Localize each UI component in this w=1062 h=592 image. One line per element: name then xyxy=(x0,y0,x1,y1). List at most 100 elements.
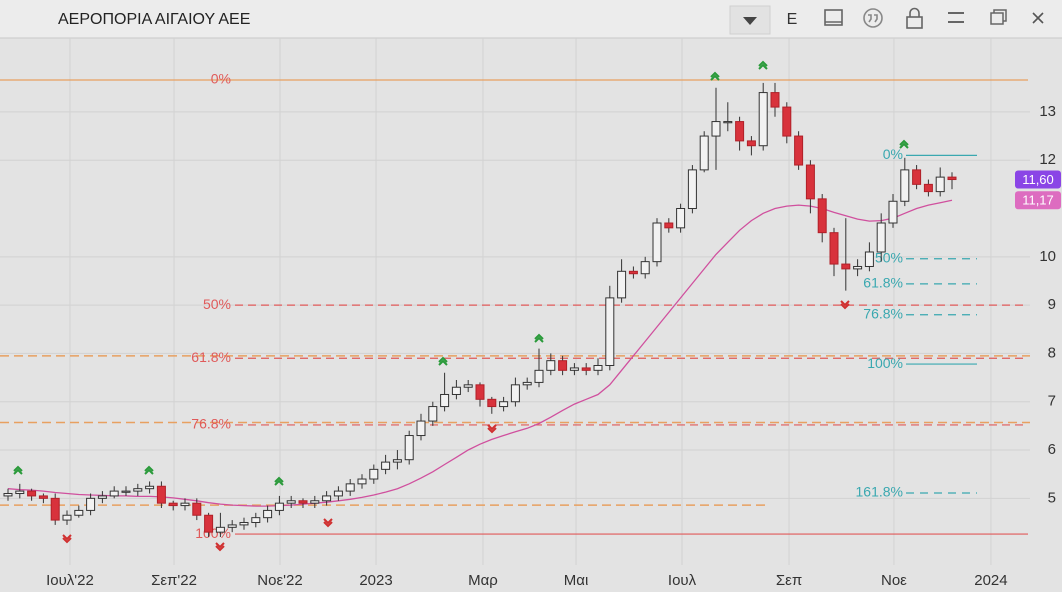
candle-body xyxy=(817,198,827,234)
candle-body xyxy=(97,495,107,499)
signal-markers xyxy=(13,60,909,552)
candle-body xyxy=(463,384,473,388)
candle-body xyxy=(923,183,933,193)
candle-body xyxy=(581,367,591,371)
candle-body xyxy=(215,526,225,533)
display-button[interactable] xyxy=(824,9,843,26)
candle-body xyxy=(428,406,438,422)
menu-button[interactable] xyxy=(948,12,964,23)
candle-body xyxy=(628,270,638,275)
up-signal xyxy=(710,71,720,81)
restore-button[interactable] xyxy=(990,12,1004,25)
fib-label: 50% xyxy=(203,296,231,312)
y-tick-label: 13 xyxy=(1039,103,1056,120)
up-signal xyxy=(144,465,154,475)
candle-body xyxy=(735,121,745,142)
candle-body xyxy=(381,461,391,470)
plot-area: 5 6 7 8 9 10 12 13 Ιουλ'22 Σεπ'22 Νοε'22 2023 Μαρ Μαι… xyxy=(0,38,1061,589)
candle-body xyxy=(369,468,379,480)
candle-body xyxy=(333,490,343,497)
candle-body xyxy=(227,524,237,528)
candle-body xyxy=(510,384,520,403)
mode-button[interactable]: E xyxy=(787,11,798,28)
candle-body xyxy=(711,121,721,137)
candle-body xyxy=(74,509,84,516)
candle-body xyxy=(286,500,296,504)
candle-body xyxy=(593,365,603,371)
fib-label: 161.8% xyxy=(856,484,903,500)
fib-label: 61.8% xyxy=(191,349,231,365)
y-tick-label: 7 xyxy=(1048,393,1056,410)
x-tick-label: 2024 xyxy=(974,572,1007,589)
candle-body xyxy=(841,263,851,270)
candle-body xyxy=(50,497,60,521)
candle-body xyxy=(156,485,166,504)
candle-body xyxy=(605,297,615,367)
y-tick-label: 6 xyxy=(1048,441,1056,458)
price-badge-label: 11,60 xyxy=(1022,172,1054,187)
candle-body xyxy=(912,169,922,185)
candle-body xyxy=(617,270,627,299)
candle-body xyxy=(487,398,497,408)
close-button[interactable] xyxy=(1032,12,1044,24)
candle-body xyxy=(121,490,131,493)
candle-body xyxy=(392,459,402,463)
y-tick-label: 10 xyxy=(1039,248,1056,265)
candle-body xyxy=(558,360,568,371)
x-tick-label: Νοε'22 xyxy=(257,572,302,589)
candle-body xyxy=(274,502,284,511)
quote-icon xyxy=(868,14,878,23)
candle-body xyxy=(404,435,414,461)
candle-body xyxy=(3,493,13,497)
up-signal xyxy=(13,465,23,475)
candle-body xyxy=(758,92,768,147)
price-badge xyxy=(1015,191,1061,210)
candle-body xyxy=(168,502,178,507)
candle-body xyxy=(853,265,863,270)
candle-body xyxy=(947,176,957,181)
window-title: ΑΕΡΟΠΟΡΙΑ ΑΙΓΑΙΟΥ ΑΕΕ xyxy=(58,11,250,28)
candle-body xyxy=(723,121,733,124)
lock-icon xyxy=(909,7,920,17)
candle-body xyxy=(888,200,898,224)
candle-body xyxy=(27,490,37,497)
candle-body xyxy=(145,485,155,490)
candle-body xyxy=(876,222,886,253)
fib-label: 76.8% xyxy=(863,305,903,321)
candle-body xyxy=(805,164,815,200)
x-tick-label: Σεπ'22 xyxy=(151,572,197,589)
x-tick-label: Ιουλ'22 xyxy=(46,572,94,589)
price-badge-label: 11,17 xyxy=(1022,193,1054,208)
y-tick-label: 12 xyxy=(1039,151,1056,168)
candle-body xyxy=(534,369,544,383)
candle-body xyxy=(416,420,426,437)
candle-body xyxy=(15,490,25,495)
candle-body xyxy=(62,514,72,521)
up-signal xyxy=(758,60,768,70)
candle-body xyxy=(239,521,249,526)
quote-button[interactable] xyxy=(863,8,883,28)
candle-body xyxy=(569,367,579,371)
candle-body xyxy=(640,261,650,275)
fib-label: 76.8% xyxy=(191,416,231,432)
lock-button[interactable] xyxy=(906,16,923,29)
candle-body xyxy=(687,169,697,210)
candle-body xyxy=(664,222,674,229)
candle-body xyxy=(298,500,308,504)
candle-body xyxy=(546,360,556,371)
candle-body xyxy=(652,222,662,263)
candle-body xyxy=(180,502,190,507)
price-badge xyxy=(1015,170,1061,189)
candle-body xyxy=(310,500,320,504)
title-bar xyxy=(0,0,1062,38)
dropdown-icon xyxy=(743,17,757,25)
candle-body xyxy=(864,251,874,267)
candle-body xyxy=(357,478,367,485)
up-signal xyxy=(534,333,544,343)
fib-label: 100% xyxy=(867,355,903,371)
candle-body xyxy=(204,514,214,533)
down-signal xyxy=(323,518,333,528)
candle-body xyxy=(345,483,355,492)
candle-body xyxy=(251,517,261,523)
down-signal xyxy=(487,424,497,434)
